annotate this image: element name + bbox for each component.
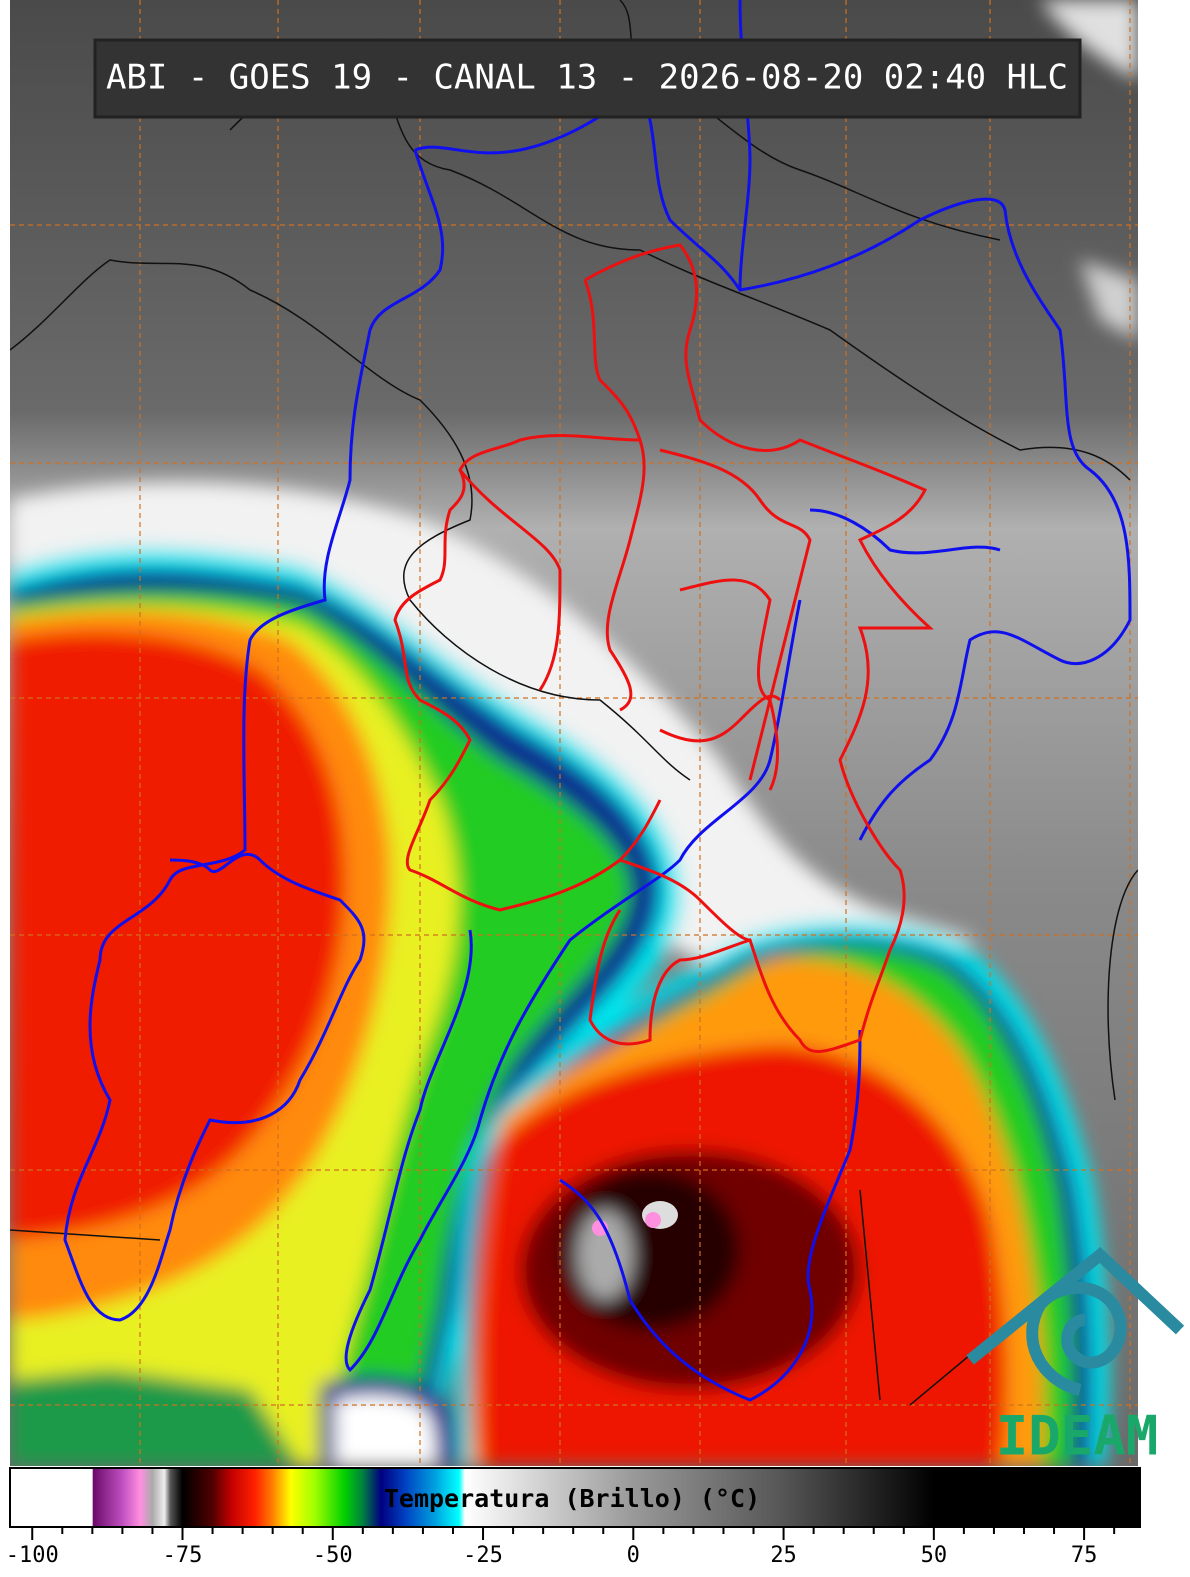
map (10, 0, 1138, 1466)
tick-label: 75 (1071, 1543, 1098, 1568)
tick-label: -25 (463, 1543, 503, 1568)
logo-text: IDEAM (996, 1405, 1159, 1468)
colorbar-label: Temperatura (Brillo) (°C) (384, 1484, 760, 1513)
tick-label: 25 (770, 1543, 797, 1568)
title: ABI - GOES 19 - CANAL 13 - 2026-08-20 02… (106, 58, 1068, 98)
tick-label: -100 (6, 1543, 59, 1568)
tick-label: 0 (627, 1543, 640, 1568)
logo: IDEAM (966, 1247, 1185, 1468)
tick-label: -75 (163, 1543, 203, 1568)
tick-label: -50 (313, 1543, 353, 1568)
tick-label: 50 (921, 1543, 948, 1568)
colorbar (9, 1467, 1141, 1528)
title-box (93, 38, 1082, 119)
